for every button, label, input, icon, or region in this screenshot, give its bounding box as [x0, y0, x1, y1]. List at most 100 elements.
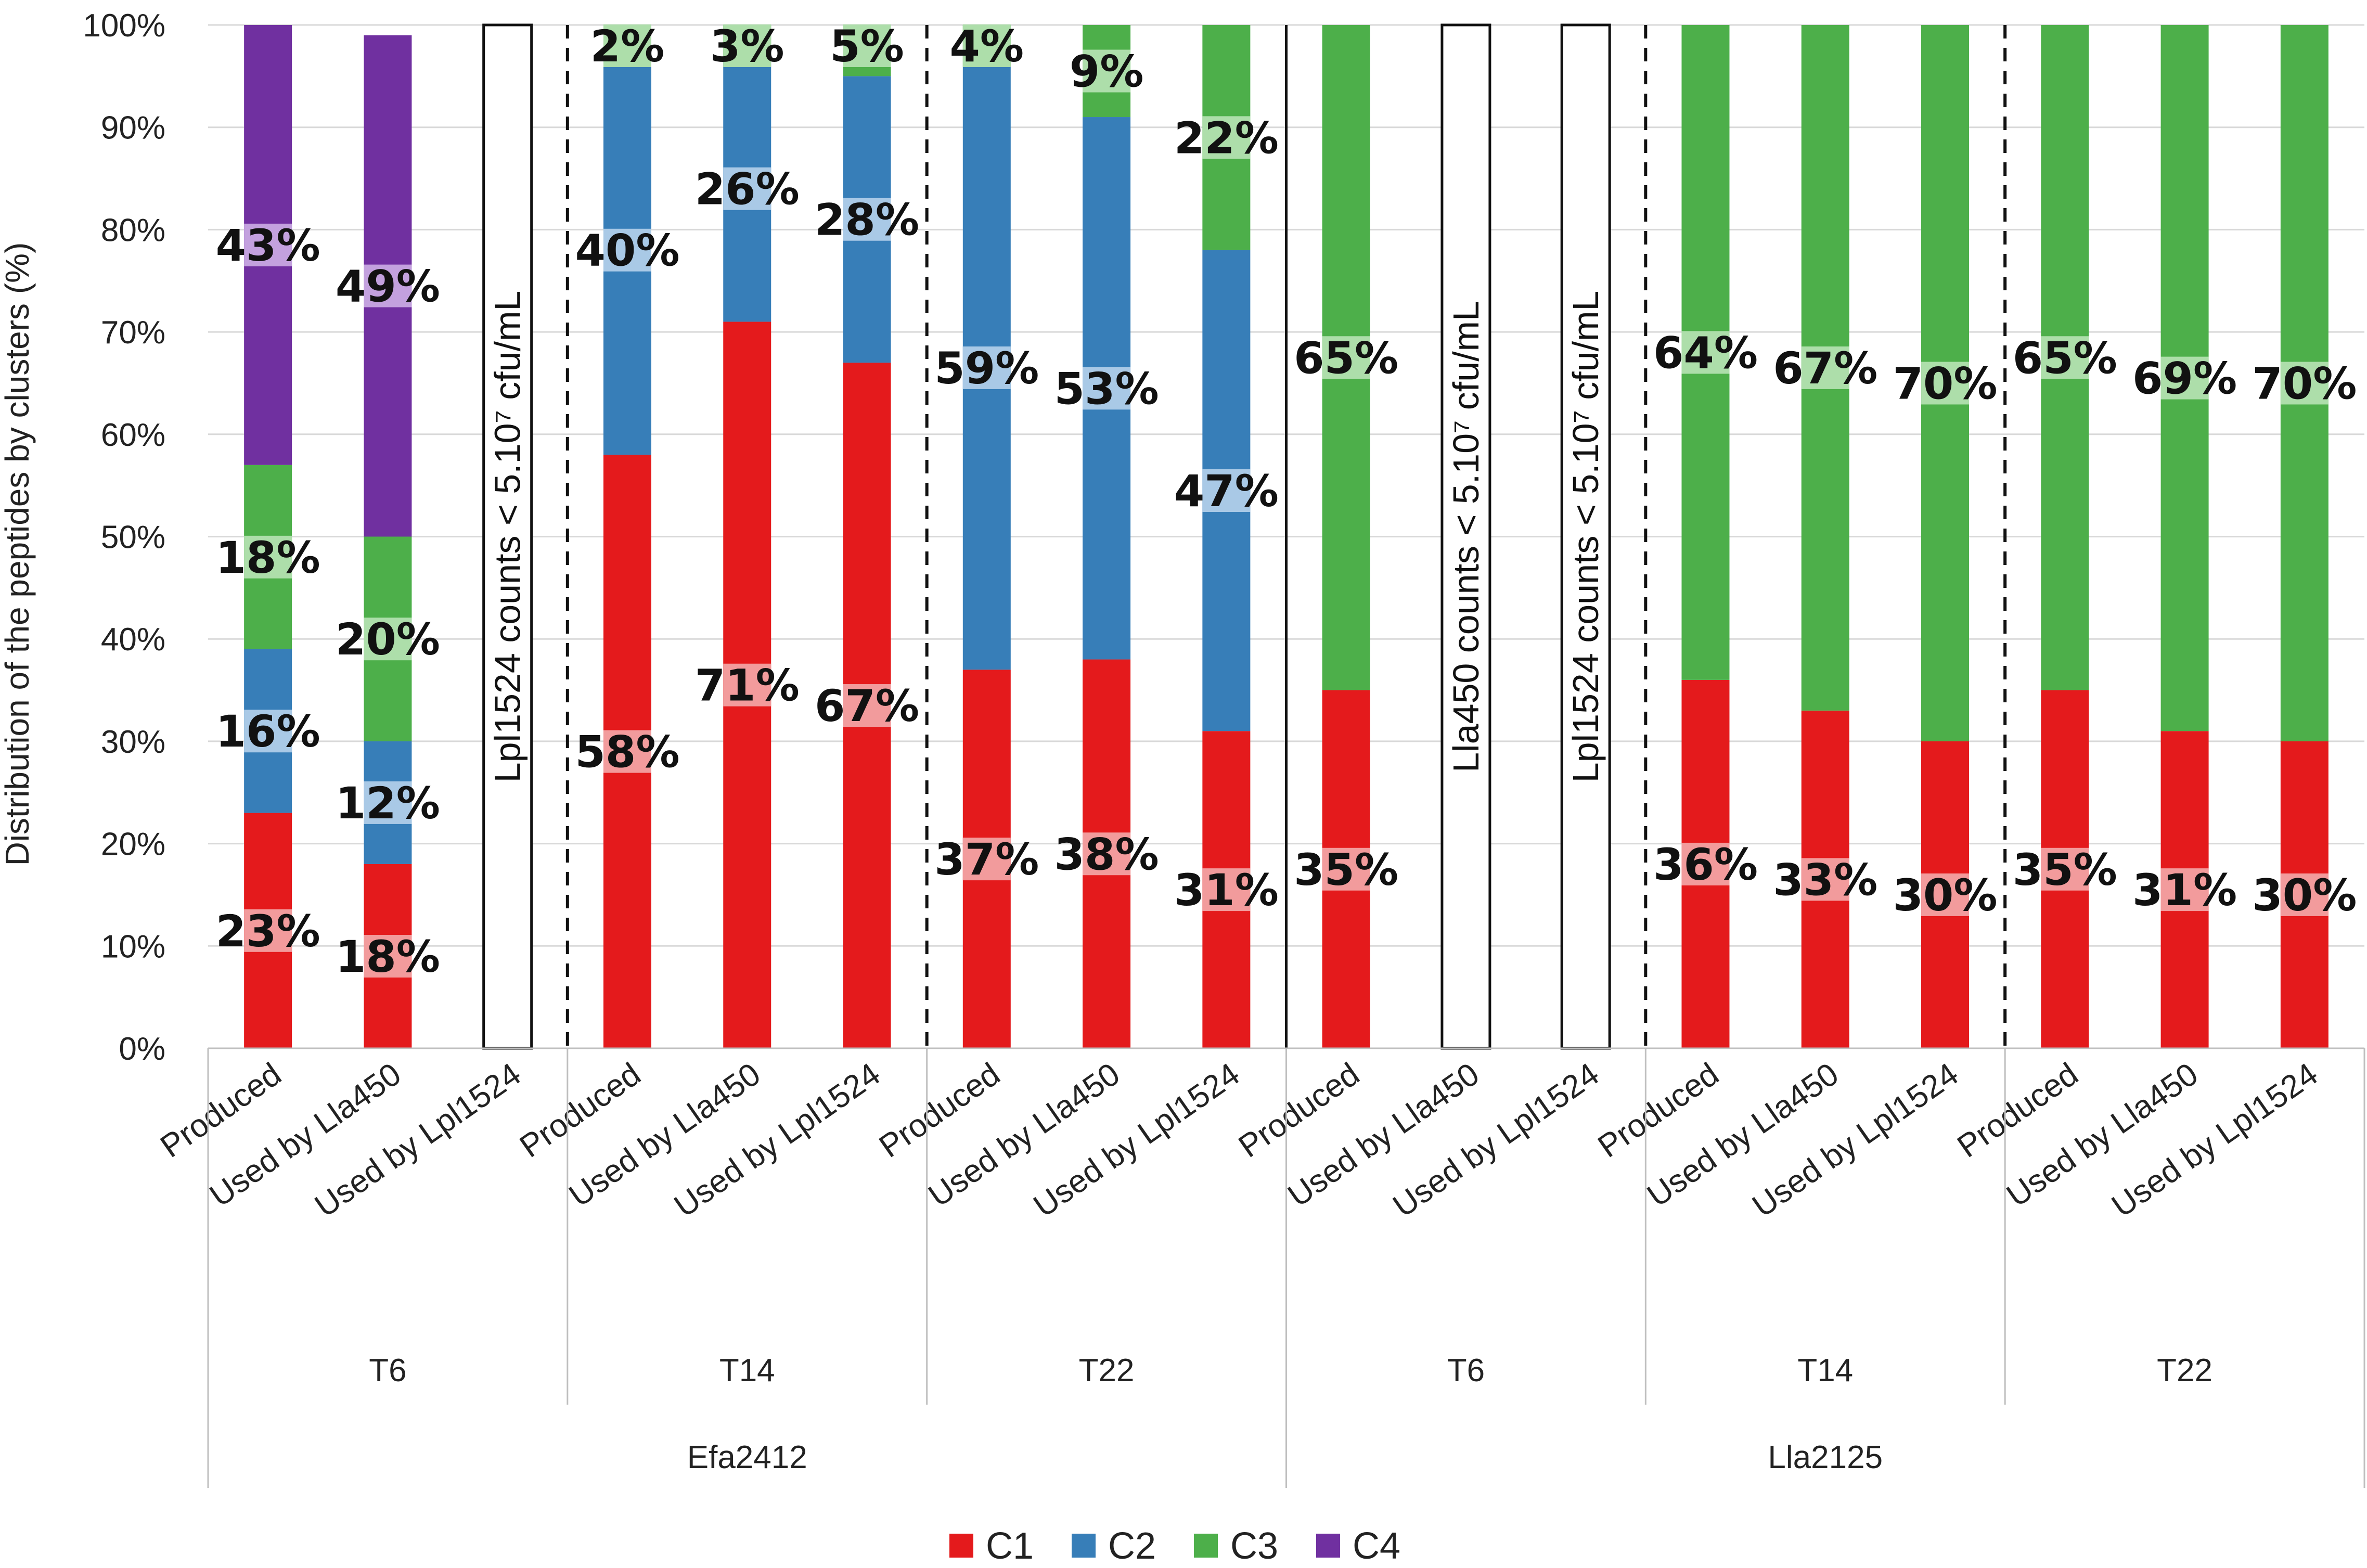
data-label: 31%	[1174, 865, 1279, 916]
y-tick-label: 40%	[101, 622, 165, 658]
data-label-band	[244, 223, 292, 266]
data-label: 71%	[695, 660, 800, 711]
empty-bar	[482, 23, 533, 1050]
y-tick-label: 80%	[101, 212, 165, 248]
y-tick-label: 50%	[101, 520, 165, 556]
data-label: 67%	[815, 680, 919, 731]
time-group-label: T22	[1079, 1353, 1135, 1389]
data-label-band	[843, 198, 891, 241]
empty-bar	[1560, 23, 1611, 1050]
data-label-band	[1681, 842, 1730, 885]
data-label: 20%	[336, 614, 440, 665]
time-group-label: T6	[369, 1353, 406, 1389]
data-label-band	[1202, 868, 1251, 911]
legend-label: C2	[1108, 1525, 1156, 1567]
data-label-band	[1202, 116, 1251, 159]
bar-note: Lpl1524 counts < 5.10⁷ cfu/mL	[487, 291, 528, 783]
data-label-band	[1322, 847, 1370, 891]
data-label-band	[723, 167, 771, 210]
y-tick-label: 20%	[101, 827, 165, 863]
y-tick-label: 70%	[101, 315, 165, 351]
data-label-band	[962, 24, 1011, 67]
legend-label: C3	[1230, 1525, 1278, 1567]
data-label-band	[364, 618, 412, 661]
data-label: 9%	[1070, 46, 1144, 97]
data-label: 69%	[2132, 353, 2237, 404]
x-category-label: Used by Lpl1524	[1386, 1056, 1605, 1224]
data-label: 36%	[1653, 839, 1758, 890]
y-tick-label: 10%	[101, 929, 165, 965]
data-label: 49%	[336, 261, 440, 312]
data-label: 35%	[2013, 844, 2117, 895]
data-label-band	[2280, 873, 2329, 916]
data-label: 23%	[216, 906, 320, 957]
legend-label: C4	[1353, 1525, 1400, 1567]
data-label: 16%	[216, 706, 320, 757]
time-group-label: T6	[1447, 1353, 1485, 1389]
data-label-band	[244, 909, 292, 952]
empty-bar	[1440, 23, 1491, 1050]
legend-swatch	[949, 1534, 973, 1558]
data-label-band	[364, 781, 412, 824]
x-category-label: Used by Lpl1524	[308, 1056, 528, 1224]
data-label: 70%	[2252, 358, 2357, 409]
data-label-band	[1921, 362, 1970, 405]
data-label: 12%	[336, 778, 440, 829]
bar-note: Lla450 counts < 5.10⁷ cfu/mL	[1446, 301, 1486, 773]
y-axis-ticks: 0% 10% 20% 30% 40% 50% 60% 70% 80% 90% 100%	[83, 8, 165, 1067]
data-label: 64%	[1653, 327, 1758, 378]
data-label: 59%	[934, 343, 1039, 394]
data-label-band	[2041, 847, 2089, 891]
data-label-band	[2041, 336, 2089, 379]
data-label-band	[1202, 469, 1251, 512]
data-label: 65%	[2013, 332, 2117, 383]
data-label: 31%	[2132, 865, 2237, 916]
data-label-band	[723, 24, 771, 67]
data-label: 30%	[1893, 870, 1997, 921]
data-label-band	[2280, 362, 2329, 405]
y-axis-label: Distribution of the peptides by clusters…	[0, 242, 36, 866]
data-label-band	[603, 730, 651, 773]
data-label-band	[1083, 367, 1131, 410]
group-separators	[565, 25, 2007, 1048]
data-label: 40%	[575, 225, 679, 276]
data-label: 47%	[1174, 466, 1279, 517]
data-label-band	[1801, 346, 1849, 389]
legend: C1 C2 C3 C4	[949, 1525, 1400, 1567]
data-label: 22%	[1174, 112, 1279, 163]
data-label-band	[2160, 868, 2209, 911]
data-label: 70%	[1893, 358, 1997, 409]
data-label: 26%	[695, 164, 800, 215]
y-tick-label: 100%	[83, 8, 165, 44]
time-group-label: T14	[1797, 1353, 1853, 1389]
data-label-band	[1083, 49, 1131, 93]
data-label: 3%	[710, 21, 784, 72]
data-label: 43%	[216, 220, 320, 271]
data-label-band	[962, 346, 1011, 389]
time-group-label: T14	[719, 1353, 775, 1389]
data-label-band	[962, 838, 1011, 881]
data-label: 58%	[575, 727, 679, 778]
x-category-label: Used by Lpl1524	[2105, 1056, 2324, 1224]
legend-swatch	[1316, 1534, 1340, 1558]
data-label-band	[244, 710, 292, 753]
data-label-band	[843, 24, 891, 67]
x-category-label: Used by Lpl1524	[1746, 1056, 1965, 1224]
data-label-band	[843, 684, 891, 727]
data-label: 33%	[1773, 854, 1877, 905]
data-label: 28%	[815, 195, 919, 246]
data-label: 65%	[1294, 332, 1398, 383]
data-label-band	[723, 663, 771, 706]
data-label-band	[364, 934, 412, 978]
data-label-band	[1322, 336, 1370, 379]
data-label-band	[1921, 873, 1970, 916]
strain-group-label: Efa2412	[687, 1440, 807, 1475]
y-tick-label: 90%	[101, 110, 165, 146]
data-label-band	[603, 24, 651, 67]
y-tick-label: 60%	[101, 417, 165, 453]
data-label-band	[2160, 356, 2209, 400]
data-label: 35%	[1294, 844, 1398, 895]
data-label: 18%	[216, 532, 320, 583]
data-label: 53%	[1054, 363, 1159, 414]
